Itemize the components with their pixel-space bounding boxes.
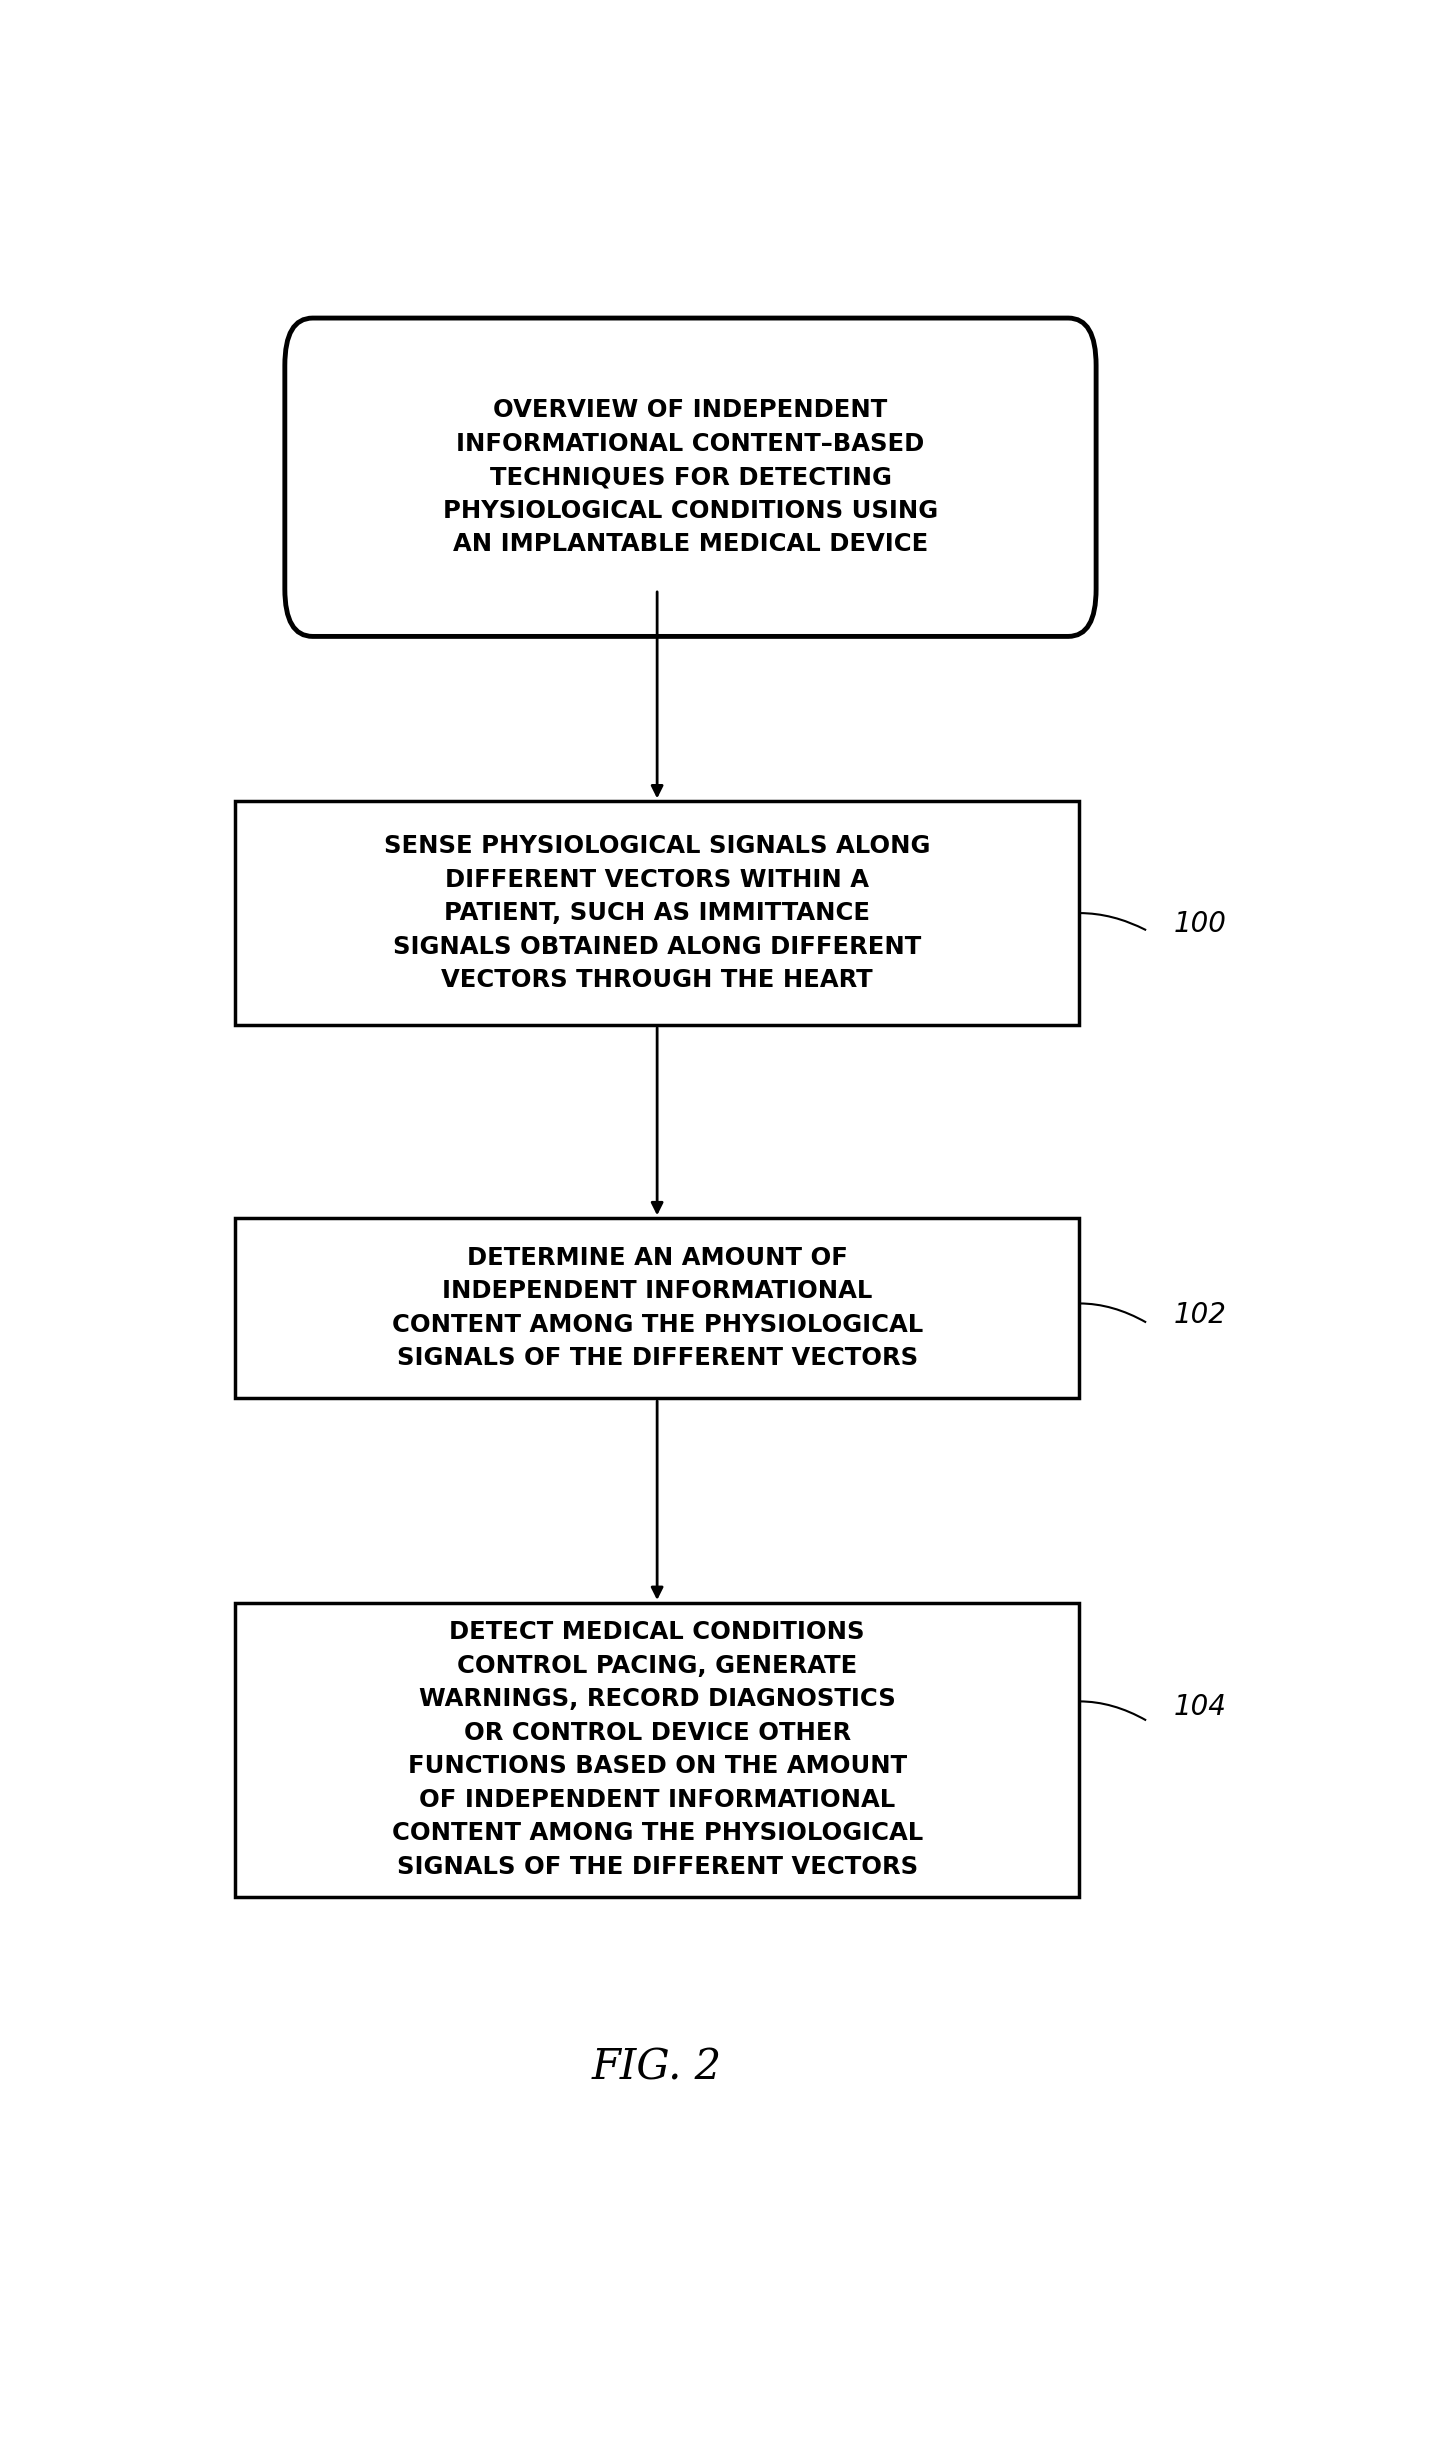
FancyBboxPatch shape — [235, 1218, 1080, 1398]
FancyBboxPatch shape — [235, 1602, 1080, 1897]
Text: OVERVIEW OF INDEPENDENT
INFORMATIONAL CONTENT–BASED
TECHNIQUES FOR DETECTING
PHY: OVERVIEW OF INDEPENDENT INFORMATIONAL CO… — [443, 399, 938, 556]
Text: DETERMINE AN AMOUNT OF
INDEPENDENT INFORMATIONAL
CONTENT AMONG THE PHYSIOLOGICAL: DETERMINE AN AMOUNT OF INDEPENDENT INFOR… — [391, 1245, 922, 1371]
FancyBboxPatch shape — [235, 802, 1080, 1024]
Text: 102: 102 — [1174, 1302, 1226, 1329]
Text: FIG. 2: FIG. 2 — [592, 2045, 723, 2087]
FancyBboxPatch shape — [285, 317, 1096, 637]
Text: 100: 100 — [1174, 911, 1226, 938]
Text: 104: 104 — [1174, 1693, 1226, 1720]
Text: SENSE PHYSIOLOGICAL SIGNALS ALONG
DIFFERENT VECTORS WITHIN A
PATIENT, SUCH AS IM: SENSE PHYSIOLOGICAL SIGNALS ALONG DIFFER… — [384, 834, 931, 992]
Text: DETECT MEDICAL CONDITIONS
CONTROL PACING, GENERATE
WARNINGS, RECORD DIAGNOSTICS
: DETECT MEDICAL CONDITIONS CONTROL PACING… — [391, 1619, 922, 1878]
